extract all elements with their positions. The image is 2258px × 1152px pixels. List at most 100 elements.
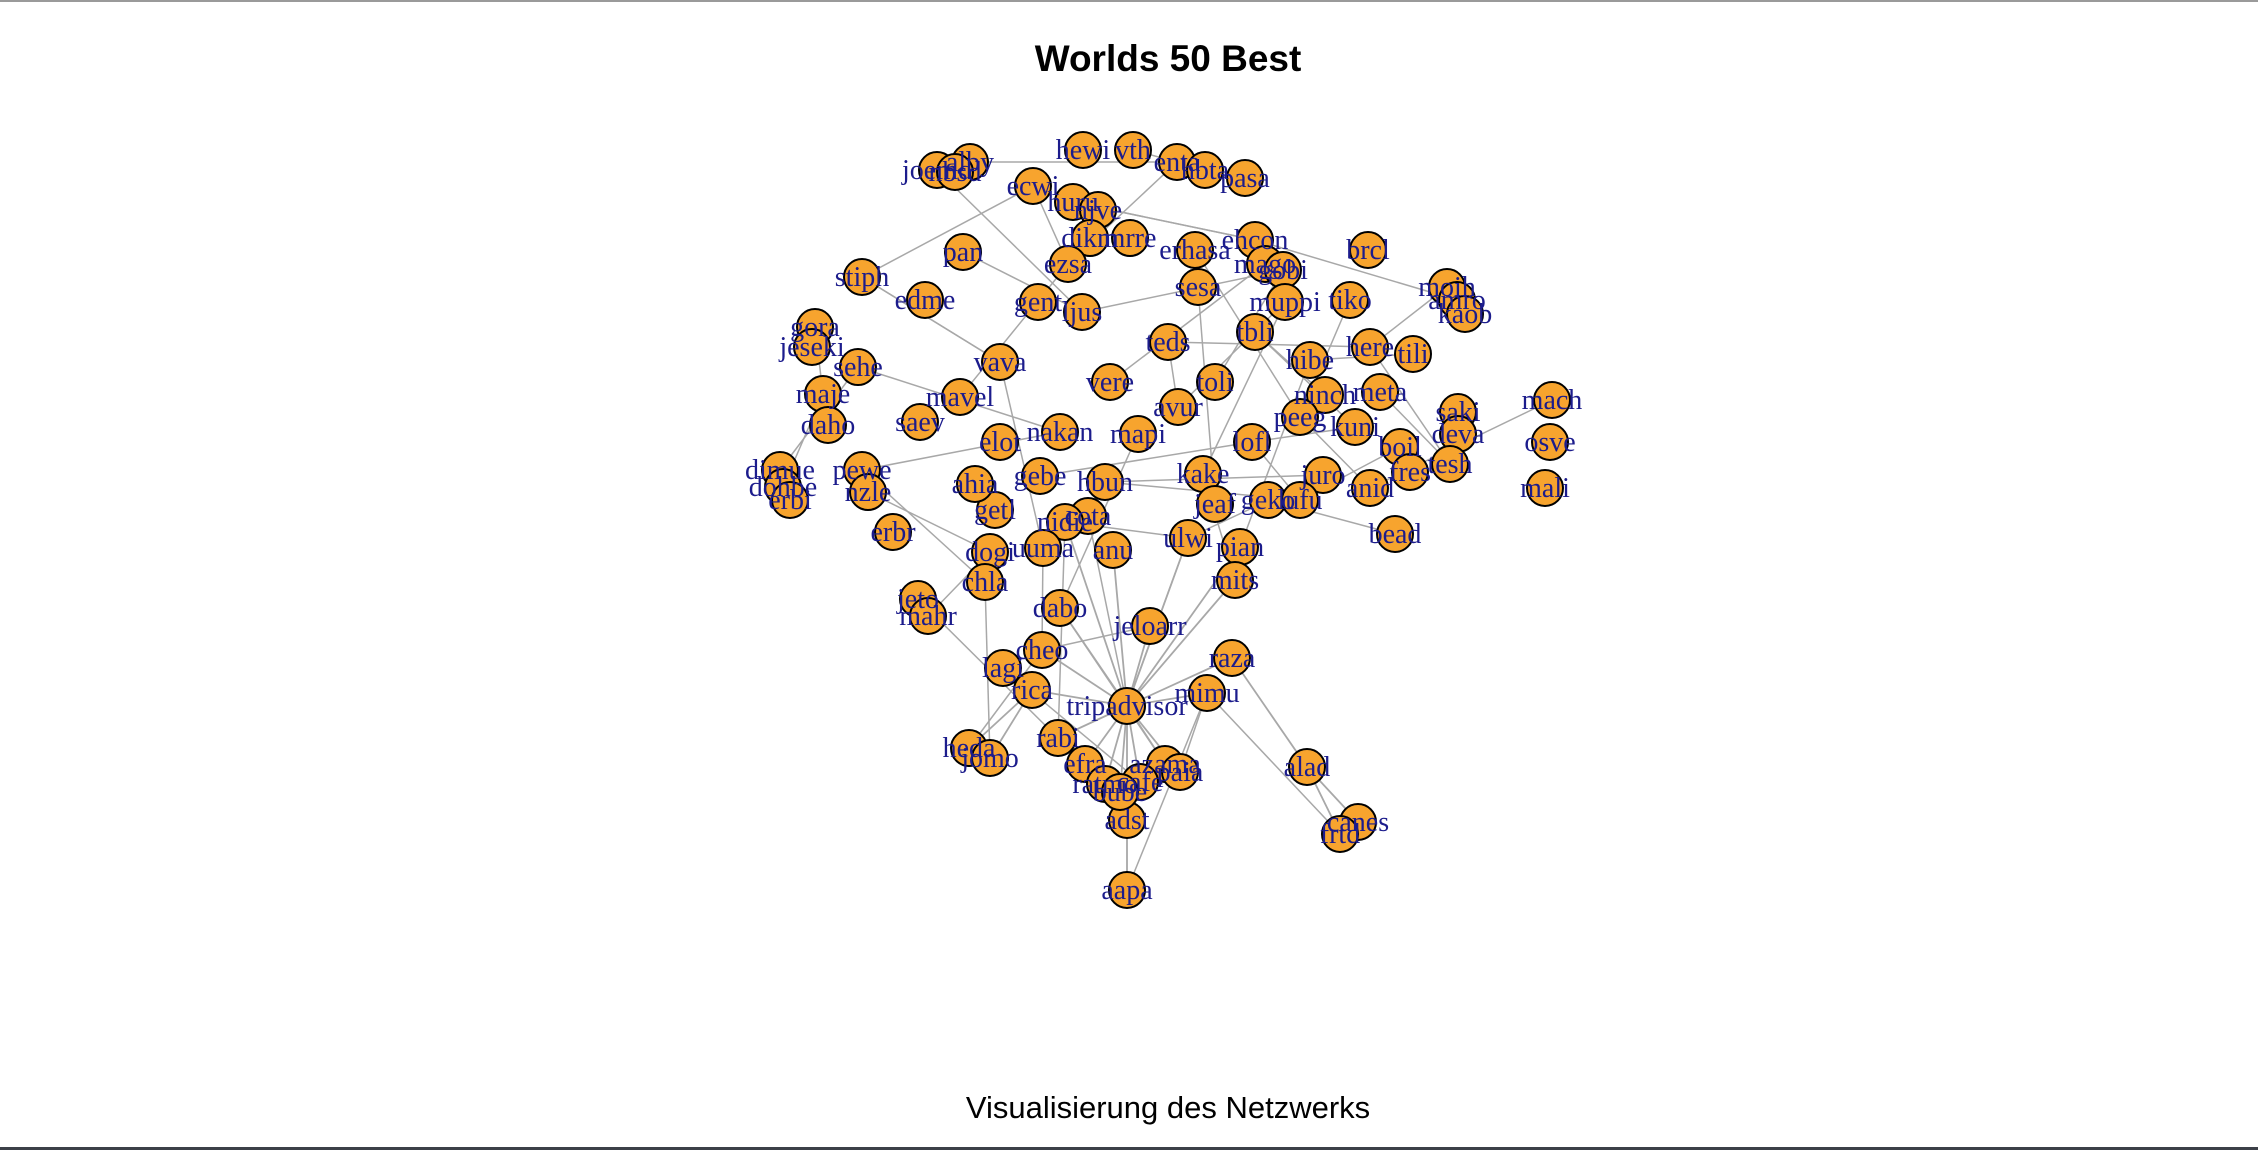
edge-tripadvisor-nidie bbox=[1064, 521, 1128, 707]
node-label-hbta: hbta bbox=[1181, 155, 1230, 186]
edge-nidie-rabi bbox=[1057, 521, 1066, 739]
node-label-ahia: ahia bbox=[952, 469, 999, 500]
node-label-uuma: uuma bbox=[1012, 533, 1075, 564]
node-label-geko: geko bbox=[1241, 485, 1295, 516]
node-label-tiko: tiko bbox=[1328, 285, 1372, 316]
node-label-lufu: lufu bbox=[1277, 485, 1322, 516]
node-label-anu: anu bbox=[1093, 535, 1133, 566]
node-rabi bbox=[1039, 719, 1077, 757]
edge-dabo-azama bbox=[1059, 607, 1166, 765]
node-label-mimu: mimu bbox=[1174, 678, 1239, 709]
node-label-tesh: tesh bbox=[1427, 449, 1472, 480]
node-label-dabo: dabo bbox=[1033, 593, 1087, 624]
node-label-enta: enta bbox=[1154, 147, 1201, 178]
node-label-pewe: pewe bbox=[832, 455, 891, 486]
node-tili bbox=[1394, 335, 1432, 373]
node-hbun bbox=[1086, 463, 1124, 501]
node-tesh bbox=[1431, 445, 1469, 483]
plot-subtitle: Visualisierung des Netzwerks bbox=[965, 1090, 1371, 1125]
node-label-muppi: muppi bbox=[1249, 287, 1321, 318]
node-nakan bbox=[1041, 413, 1079, 451]
node-bube bbox=[1101, 773, 1139, 811]
node-label-mach: mach bbox=[1522, 385, 1583, 416]
node-jeaf bbox=[1196, 485, 1234, 523]
node-label-jeloarr: jeloarr bbox=[1112, 611, 1187, 642]
node-label-vere: vere bbox=[1086, 367, 1134, 398]
node-nbsd bbox=[936, 153, 974, 191]
node-label-alad: alad bbox=[1284, 752, 1331, 783]
node-label-azama: azama bbox=[1129, 749, 1201, 780]
node-osve bbox=[1531, 423, 1569, 461]
node-label-kaob: kaob bbox=[1438, 299, 1492, 330]
node-mahr bbox=[909, 597, 947, 635]
edge-amro-ehcon bbox=[1254, 239, 1458, 301]
node-saev bbox=[901, 403, 939, 441]
node-label-cheo: cheo bbox=[1016, 635, 1069, 666]
node-juro bbox=[1304, 456, 1342, 494]
node-bead bbox=[1376, 515, 1414, 553]
node-label-ratmo: ratmo bbox=[1072, 769, 1137, 800]
node-label-adst: adst bbox=[1104, 805, 1149, 836]
node-kaob bbox=[1446, 295, 1484, 333]
node-label-heda: heda bbox=[943, 733, 996, 764]
node-label-mavel: mavel bbox=[926, 382, 995, 413]
node-label-mrre: mrre bbox=[1104, 223, 1157, 254]
node-hbta bbox=[1186, 151, 1224, 189]
node-jeseki bbox=[793, 328, 831, 366]
node-erbi bbox=[771, 481, 809, 519]
node-label-amro: amro bbox=[1428, 285, 1486, 316]
node-ninch bbox=[1306, 376, 1344, 414]
node-erhasa bbox=[1176, 231, 1214, 269]
node-getl bbox=[976, 491, 1014, 529]
node-ahia bbox=[956, 465, 994, 503]
edge-kuni-tbli bbox=[1254, 331, 1356, 428]
node-anid bbox=[1351, 469, 1389, 507]
node-label-hbun: hbun bbox=[1077, 467, 1133, 498]
node-label-gobi: gobi bbox=[1258, 255, 1308, 286]
edge-vava-uuma bbox=[999, 361, 1044, 549]
node-teds bbox=[1149, 323, 1187, 361]
node-lagi bbox=[984, 649, 1022, 687]
node-label-pian: pian bbox=[1216, 532, 1264, 563]
node-label-mits: mits bbox=[1211, 565, 1259, 596]
node-mimu bbox=[1188, 674, 1226, 712]
edge-raza-alad bbox=[1231, 657, 1308, 768]
node-label-vava: vava bbox=[974, 347, 1027, 378]
node-mali bbox=[1526, 469, 1564, 507]
node-label-boil: boil bbox=[1378, 432, 1422, 463]
node-label-rabi: rabi bbox=[1036, 723, 1080, 754]
node-nidie bbox=[1046, 503, 1084, 541]
node-hibe bbox=[1291, 341, 1329, 379]
node-toli bbox=[1196, 363, 1234, 401]
node-cheo bbox=[1023, 631, 1061, 669]
edge-frtd-mimu bbox=[1206, 692, 1341, 835]
node-label-efra: efra bbox=[1063, 749, 1107, 780]
node-label-dogi: dogi bbox=[965, 537, 1015, 568]
node-label-nzle: nzle bbox=[845, 477, 892, 508]
node-label-gent: gent bbox=[1014, 287, 1062, 318]
edge-pian-hibe bbox=[1239, 359, 1311, 548]
edge-cheo-heda bbox=[968, 649, 1043, 749]
node-label-joemd: joemd bbox=[901, 155, 972, 186]
node-label-canes: canes bbox=[1327, 807, 1389, 838]
node-label-moih: moih bbox=[1418, 272, 1476, 303]
node-jeloarr bbox=[1131, 607, 1169, 645]
node-label-sehe: sehe bbox=[833, 352, 883, 383]
node-pasa bbox=[1226, 159, 1264, 197]
node-meta bbox=[1361, 373, 1399, 411]
edge-tripadvisor-mits bbox=[1126, 579, 1236, 707]
node-label-daho: daho bbox=[801, 410, 855, 441]
node-frtd bbox=[1321, 815, 1359, 853]
node-label-rica: rica bbox=[1011, 675, 1054, 706]
node-lufu bbox=[1281, 481, 1319, 519]
node-gent bbox=[1019, 283, 1057, 321]
node-label-huru: huru bbox=[1047, 187, 1098, 218]
node-label-bube: bube bbox=[1093, 777, 1147, 808]
node-vava bbox=[981, 343, 1019, 381]
node-stiph bbox=[843, 258, 881, 296]
node-hewi bbox=[1064, 131, 1102, 169]
node-label-avur: avur bbox=[1153, 392, 1203, 423]
node-mapi bbox=[1119, 415, 1157, 453]
